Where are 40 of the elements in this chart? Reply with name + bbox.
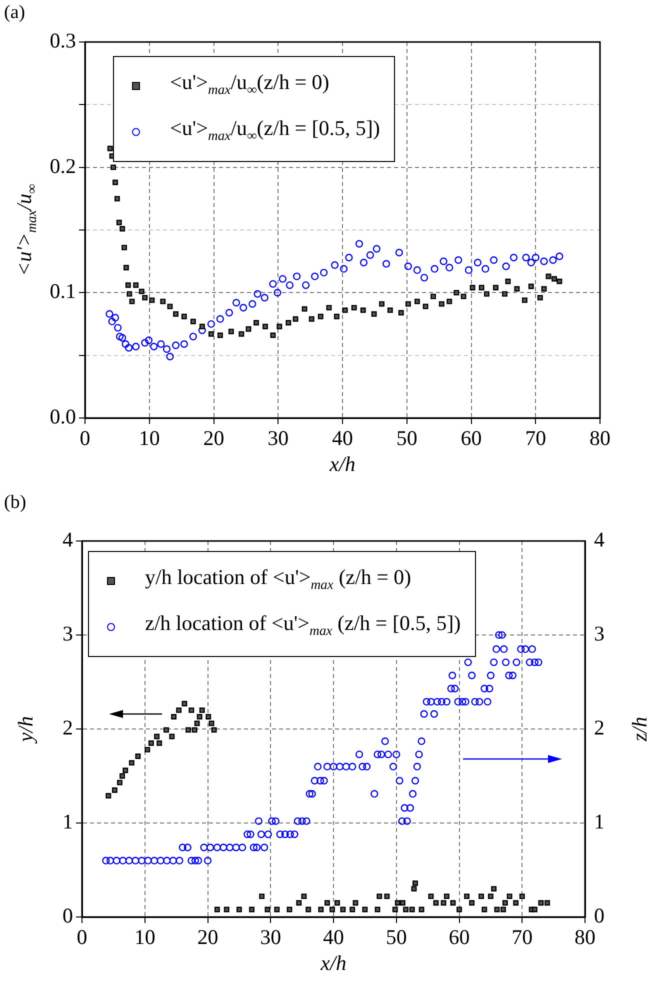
x-tick-label: 50 xyxy=(396,426,418,450)
x-tick-label: 30 xyxy=(268,426,289,450)
y2-tick-label: 4 xyxy=(594,528,605,552)
y-tick-label: 0.1 xyxy=(50,279,76,304)
y2-tick-label: 3 xyxy=(594,622,604,646)
x-tick-label: 20 xyxy=(203,426,224,450)
text: (a) xyxy=(4,2,26,24)
x-tick-label: 10 xyxy=(138,426,160,450)
y2-tick-label: 2 xyxy=(594,716,604,740)
legend-label: <u'>$_{max}$/u$_{∞}$(z/h = [0.5, 5]) xyxy=(170,115,380,146)
x-tick-label: 30 xyxy=(260,925,282,950)
x-tick-label: 10 xyxy=(134,925,156,950)
x-tick-label: 60 xyxy=(448,925,470,950)
x-tick-label: 70 xyxy=(525,426,546,450)
legend-label: y/h location of <u'>$_{max}$ (z/h = 0) xyxy=(145,564,412,594)
x-tick-label: 20 xyxy=(197,925,218,950)
x-tick-label: 70 xyxy=(512,925,533,950)
y-tick-label: 4 xyxy=(62,528,74,552)
y2-tick-label: 1 xyxy=(594,810,604,834)
x-tick-label: 40 xyxy=(323,925,344,950)
y-tick-label: 2 xyxy=(62,716,73,740)
x-axis-title: x/h xyxy=(319,951,348,976)
x-tick-label: 80 xyxy=(574,925,596,950)
y2-tick-label: 0 xyxy=(594,904,604,928)
x-tick-label: 80 xyxy=(590,426,610,450)
x-axis-title: x/h xyxy=(328,452,356,477)
text: (b) xyxy=(4,492,26,514)
x-tick-label: 40 xyxy=(332,426,353,450)
y-axis-title: y/h xyxy=(14,716,38,742)
legend-label: <u'>$_{max}$/u$_{∞}$(z/h = 0) xyxy=(170,69,330,100)
y-tick-label: 0.0 xyxy=(50,404,76,429)
x-tick-label: 60 xyxy=(460,426,482,450)
y-tick-label: 1 xyxy=(62,810,73,834)
y-tick-label: 0.3 xyxy=(50,28,76,53)
y2-axis-title: z/h xyxy=(628,716,652,742)
y-tick-label: 0.2 xyxy=(50,154,76,178)
y-tick-label: 3 xyxy=(62,622,73,646)
x-tick-label: 50 xyxy=(386,925,407,950)
y-tick-label: 0 xyxy=(62,904,73,928)
legend-label: z/h location of <u'>$_{max}$ (z/h = [0.5, 5]) xyxy=(145,610,461,640)
